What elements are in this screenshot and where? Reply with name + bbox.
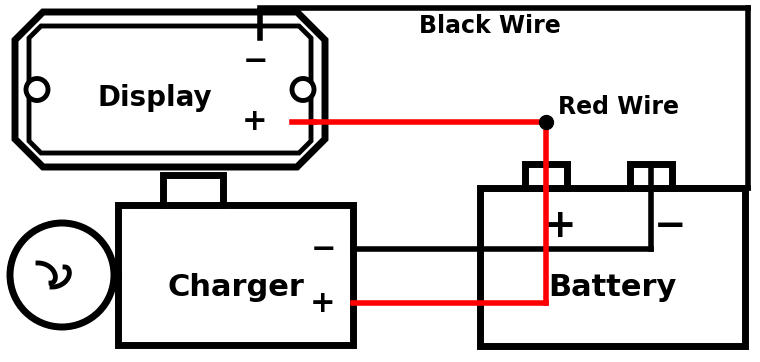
Text: +: + [310, 289, 336, 317]
Polygon shape [15, 12, 325, 167]
Text: Red Wire: Red Wire [558, 96, 679, 119]
Text: +: + [543, 207, 576, 245]
Text: −: − [242, 47, 268, 76]
Circle shape [26, 79, 48, 101]
Polygon shape [163, 175, 223, 205]
Polygon shape [525, 164, 567, 188]
Polygon shape [29, 26, 311, 153]
Polygon shape [480, 188, 745, 346]
Text: Display: Display [98, 84, 212, 111]
Polygon shape [118, 205, 353, 345]
Text: −: − [310, 235, 336, 264]
Text: Charger: Charger [167, 273, 304, 302]
Text: Black Wire: Black Wire [419, 14, 561, 38]
Polygon shape [630, 164, 672, 188]
Circle shape [10, 223, 114, 327]
Text: −: − [654, 207, 686, 245]
Text: +: + [242, 107, 268, 136]
Circle shape [292, 79, 314, 101]
Text: Battery: Battery [548, 273, 676, 302]
